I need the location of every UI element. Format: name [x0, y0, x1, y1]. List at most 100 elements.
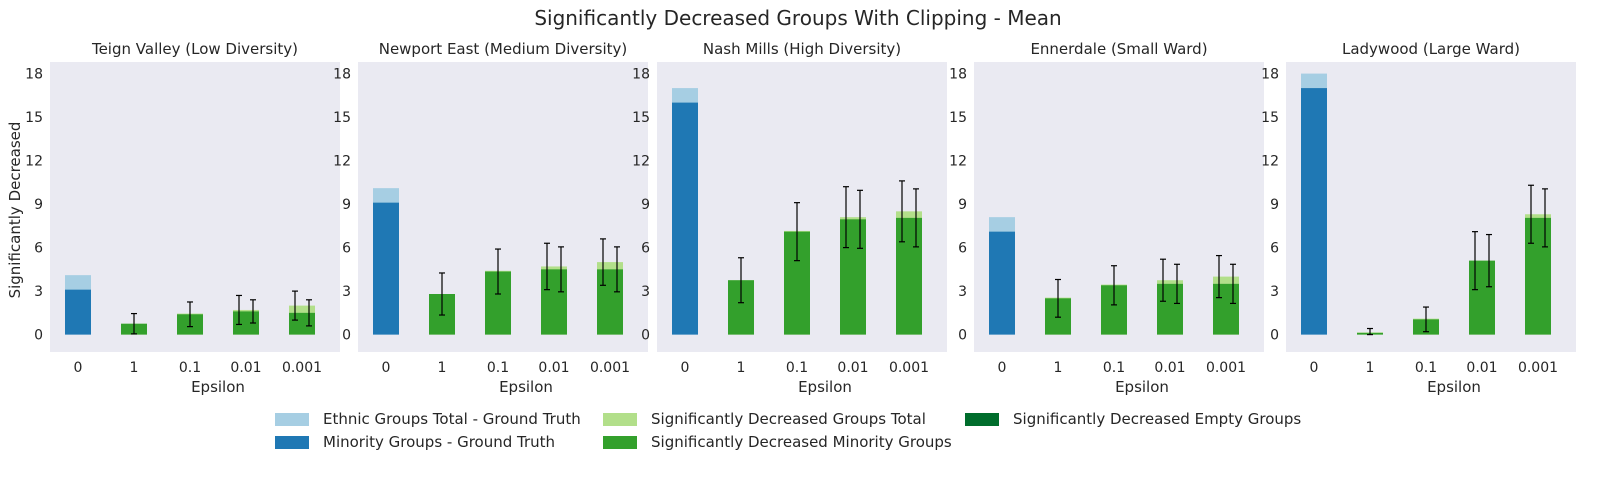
bar-sig-minority	[1213, 283, 1239, 335]
error-bar	[899, 180, 905, 243]
y-tick-label: 15	[632, 110, 650, 126]
x-tick-label: 0.01	[837, 360, 868, 376]
y-tick-label: 9	[34, 197, 43, 213]
error-bar	[1230, 263, 1236, 305]
bar-sig-minority	[1469, 260, 1495, 335]
legend-item-minority-gt: Minority Groups - Ground Truth	[275, 433, 555, 451]
x-tick-label: 1	[438, 360, 447, 376]
error-bar	[1055, 278, 1061, 318]
x-tick-label: 1	[1366, 360, 1375, 376]
error-bar	[250, 299, 256, 324]
y-tick-label: 9	[958, 197, 967, 213]
x-tick-label: 0.1	[786, 360, 808, 376]
error-bar	[1542, 188, 1548, 248]
y-axis-label: Significantly Decreased	[6, 122, 24, 299]
y-tick-label: 3	[34, 284, 43, 300]
x-tick-label: 0.001	[1518, 360, 1558, 376]
error-bar	[1216, 254, 1222, 299]
bar-sig-minority	[289, 312, 315, 335]
error-bar	[544, 242, 550, 291]
y-tick-label: 0	[34, 328, 43, 344]
x-tick-label: 1	[130, 360, 139, 376]
bar-sig-minority	[896, 217, 922, 335]
bar-sig-minority	[1525, 217, 1551, 335]
panel-title: Teign Valley (Low Diversity)	[91, 40, 298, 58]
legend: Ethnic Groups Total - Ground Truth Minor…	[270, 410, 1370, 470]
x-tick-label: 0	[681, 360, 690, 376]
x-tick-label: 0.01	[1466, 360, 1497, 376]
y-tick-label: 6	[641, 241, 650, 257]
y-tick-label: 15	[25, 110, 43, 126]
legend-item-sig-minority: Significantly Decreased Minority Groups	[603, 433, 952, 451]
y-tick-label: 12	[1261, 154, 1279, 170]
y-tick-label: 18	[333, 67, 351, 83]
x-tick-label: 0.1	[1415, 360, 1437, 376]
y-tick-label: 18	[632, 67, 650, 83]
error-bar	[439, 272, 445, 316]
panel-title: Ennerdale (Small Ward)	[1030, 40, 1207, 58]
error-bar	[1160, 258, 1166, 302]
y-tick-label: 0	[958, 328, 967, 344]
error-bar	[1486, 233, 1492, 288]
error-bar	[1528, 184, 1534, 244]
error-bar	[1367, 327, 1373, 336]
bar-sig-minority	[597, 269, 623, 335]
figure-title: Significantly Decreased Groups With Clip…	[534, 6, 1061, 30]
error-bar	[843, 186, 849, 249]
x-axis-label: Epsilon	[798, 378, 852, 396]
y-tick-label: 12	[949, 154, 967, 170]
legend-swatch	[275, 412, 309, 426]
bar-minority-gt	[373, 202, 399, 335]
y-tick-label: 3	[641, 284, 650, 300]
x-tick-label: 0.001	[590, 360, 630, 376]
error-bar	[857, 189, 863, 249]
x-tick-label: 0.01	[1154, 360, 1185, 376]
x-tick-label: 1	[1054, 360, 1063, 376]
error-bar	[187, 301, 193, 328]
y-tick-label: 6	[1270, 241, 1279, 257]
x-tick-label: 0.1	[1103, 360, 1125, 376]
legend-label: Significantly Decreased Minority Groups	[651, 433, 952, 451]
y-tick-label: 12	[25, 154, 43, 170]
x-tick-label: 0	[998, 360, 1007, 376]
y-tick-label: 6	[34, 241, 43, 257]
x-tick-label: 0.1	[487, 360, 509, 376]
y-tick-label: 3	[342, 284, 351, 300]
error-bar	[794, 202, 800, 262]
error-bar	[738, 257, 744, 304]
error-bar	[558, 246, 564, 293]
bar-sig-minority	[840, 219, 866, 335]
bar-sig-minority	[541, 269, 567, 335]
y-tick-label: 0	[342, 328, 351, 344]
bar-minority-gt	[1301, 88, 1327, 335]
y-tick-label: 9	[1270, 197, 1279, 213]
figure: Significantly Decreased Groups With Clip…	[6, 6, 1576, 396]
x-axis-label: Epsilon	[191, 378, 245, 396]
y-tick-label: 3	[1270, 284, 1279, 300]
error-bar	[306, 299, 312, 327]
x-tick-label: 0.01	[538, 360, 569, 376]
bar-minority-gt	[989, 231, 1015, 335]
panel-1: Newport East (Medium Diversity) 0 3 6 9 12 15 1…	[333, 40, 648, 396]
panel-title: Ladywood (Large Ward)	[1342, 40, 1520, 58]
error-bar	[292, 290, 298, 321]
bar-minority-gt	[65, 289, 91, 335]
y-tick-label: 6	[958, 241, 967, 257]
legend-label: Ethnic Groups Total - Ground Truth	[323, 410, 581, 428]
error-bar	[1423, 306, 1429, 333]
panel-title: Newport East (Medium Diversity)	[379, 40, 628, 58]
panel-0: Teign Valley (Low Diversity) 0 3 6 9 12 15 18 0 1…	[25, 40, 340, 396]
y-tick-label: 0	[1270, 328, 1279, 344]
y-tick-label: 18	[25, 67, 43, 83]
y-tick-label: 9	[342, 197, 351, 213]
x-tick-label: 0	[382, 360, 391, 376]
y-tick-label: 15	[333, 110, 351, 126]
error-bar	[236, 294, 242, 326]
y-tick-label: 0	[641, 328, 650, 344]
bar-minority-gt	[672, 102, 698, 335]
legend-item-sig-empty: Significantly Decreased Empty Groups	[965, 410, 1301, 428]
y-tick-label: 9	[641, 197, 650, 213]
x-tick-label: 0.001	[1206, 360, 1246, 376]
legend-item-sig-total: Significantly Decreased Groups Total	[603, 410, 926, 428]
error-bar	[600, 238, 606, 286]
